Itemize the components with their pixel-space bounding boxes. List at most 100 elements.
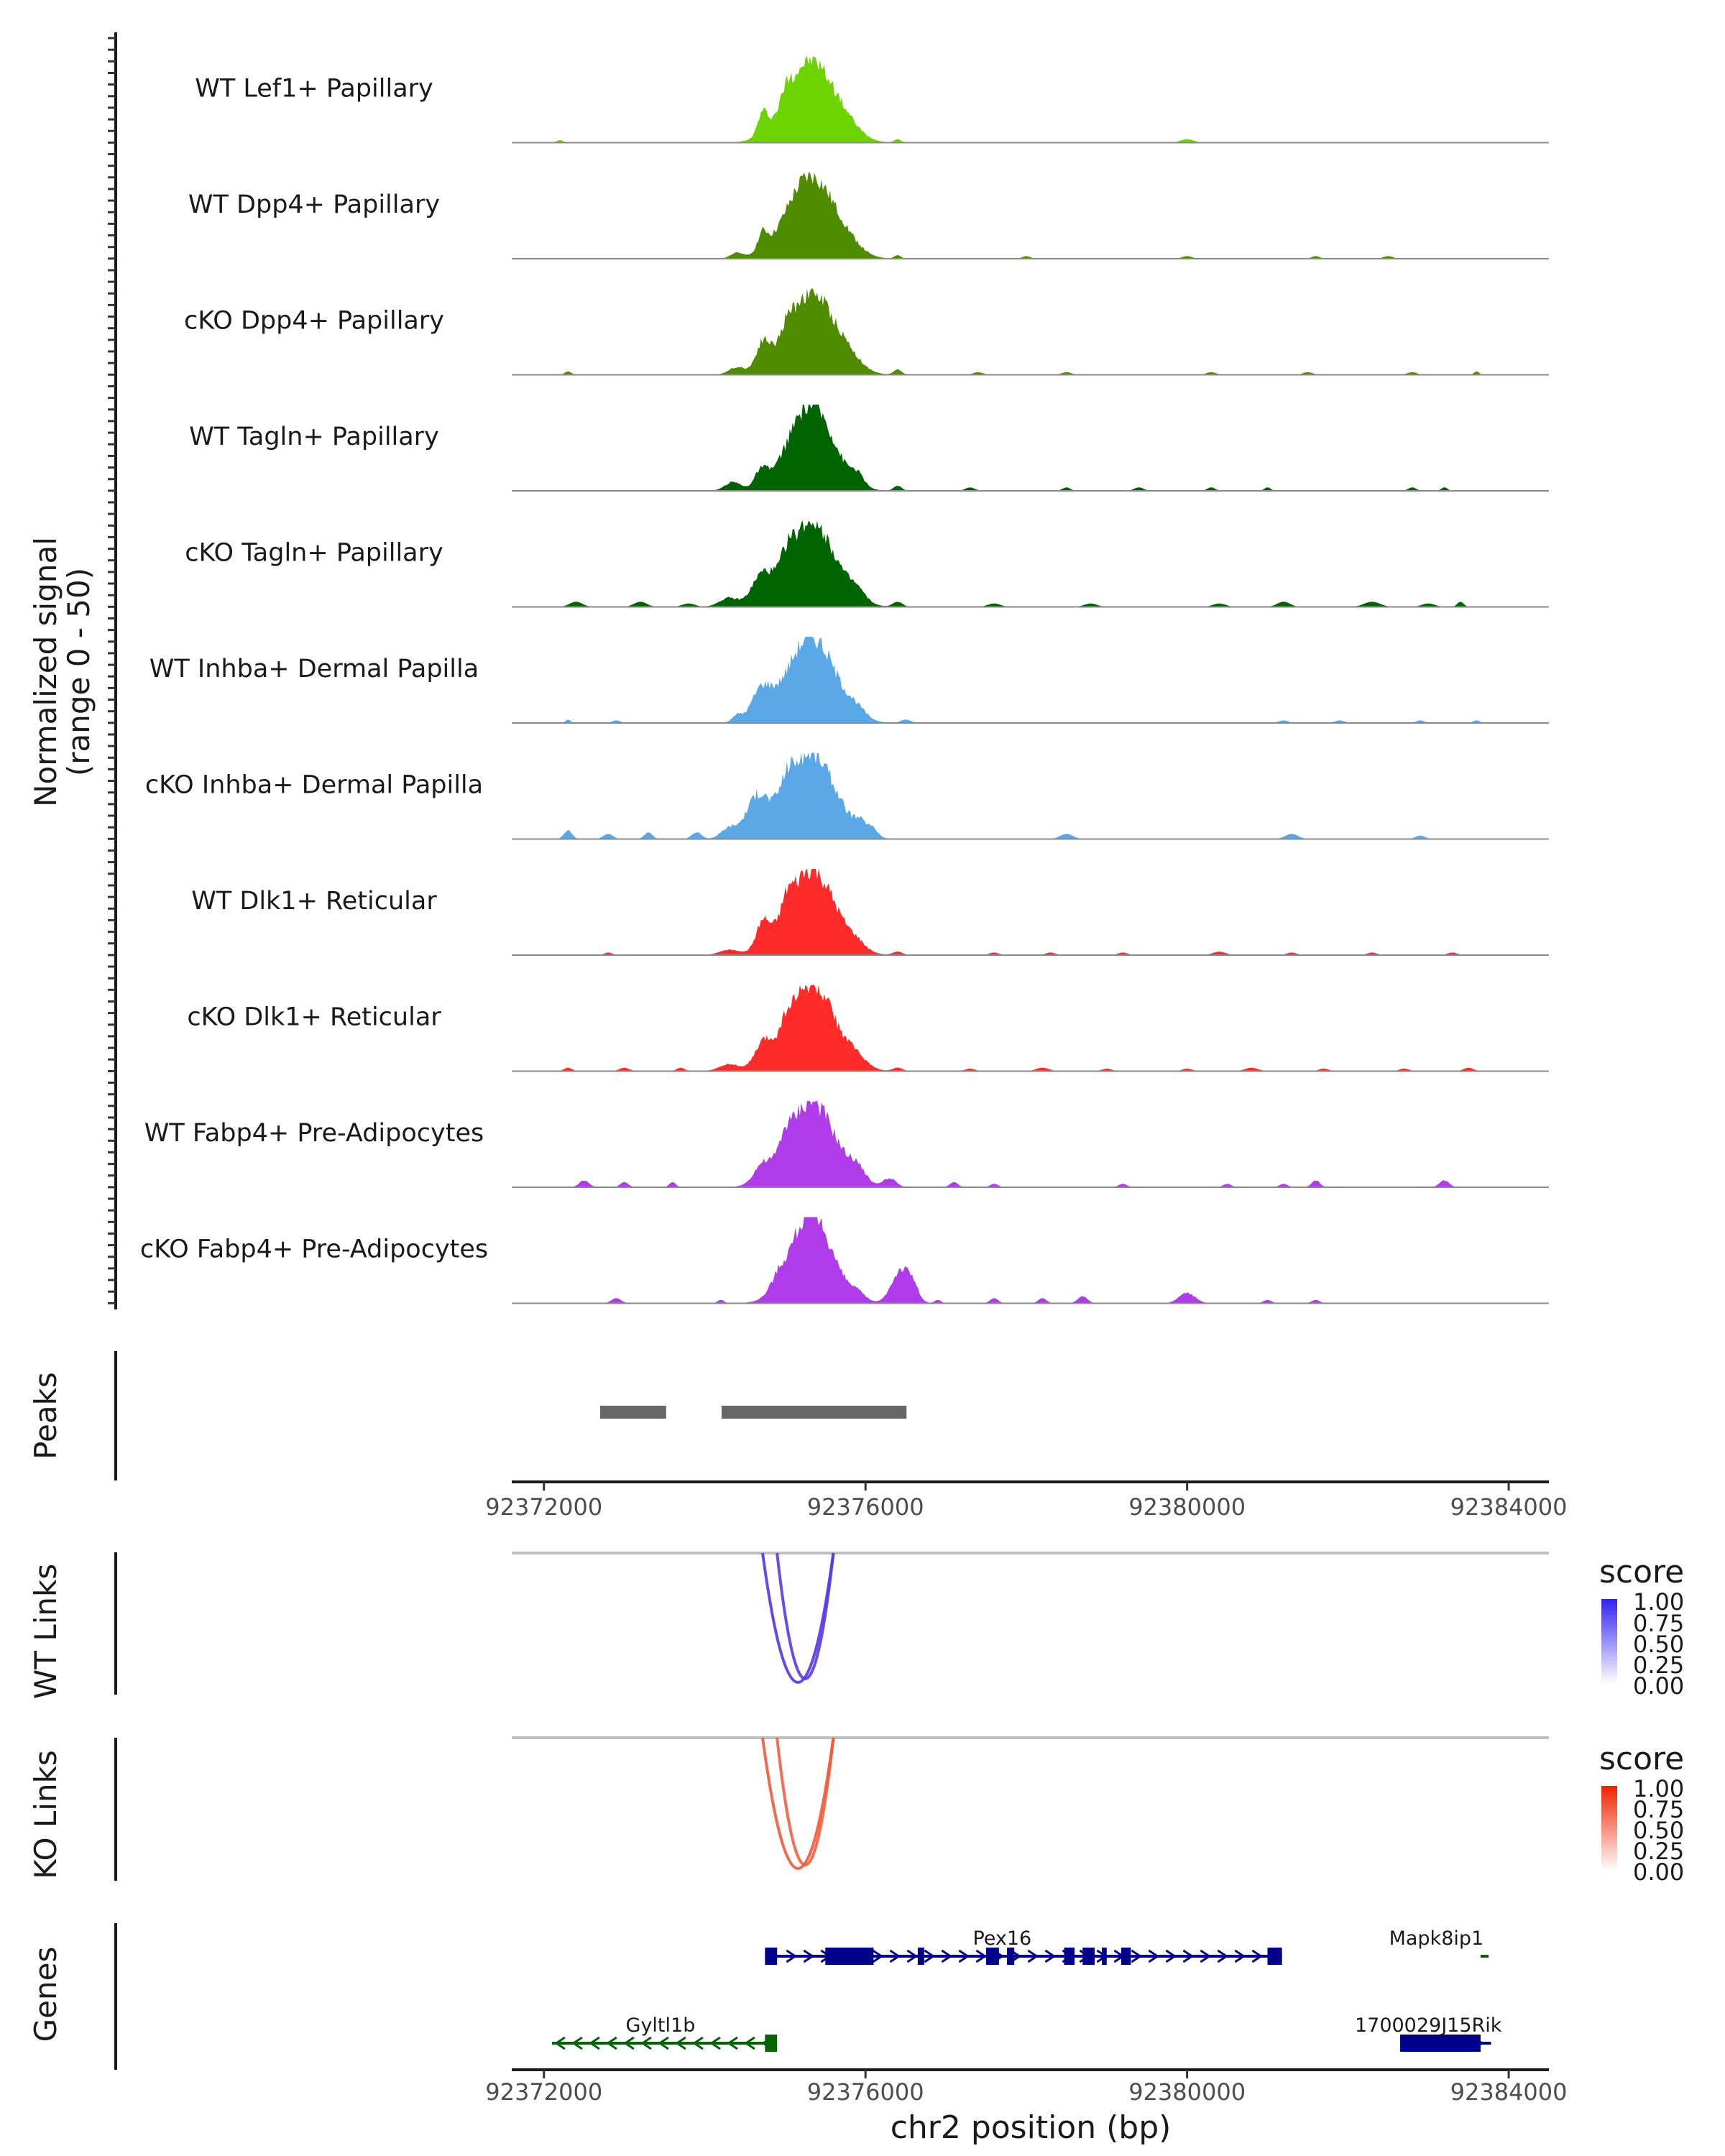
coverage-track: WT Dpp4+ Papillary bbox=[188, 172, 1549, 259]
wt-legend-tick: 0.25 bbox=[1633, 1651, 1684, 1679]
ko-links-panel: KO Links score 1.00 0.75 0.50 0.25 0.00 bbox=[28, 1736, 1684, 1886]
coverage-track-label: cKO Dpp4+ Papillary bbox=[184, 307, 444, 336]
coverage-track: cKO Tagln+ Papillary bbox=[185, 520, 1549, 608]
ko-legend-tick: 0.25 bbox=[1633, 1838, 1684, 1865]
coverage-area bbox=[512, 405, 1549, 491]
coverage-track-label: WT Dlk1+ Reticular bbox=[191, 887, 437, 916]
strand-arrow bbox=[803, 1949, 815, 1963]
link-arc bbox=[776, 1737, 835, 1866]
coverage-ylabel: Normalized signal (range 0 - 50) bbox=[28, 537, 96, 807]
coverage-track-label: cKO Inhba+ Dermal Papilla bbox=[145, 771, 483, 800]
strand-arrow bbox=[941, 1949, 953, 1963]
gene-name-label: 1700029J15Rik bbox=[1355, 2014, 1502, 2037]
gene-exon bbox=[857, 1948, 874, 1965]
x-axis-bottom: 92372000 92376000 92380000 92384000 chr2… bbox=[485, 2068, 1568, 2146]
coverage-area bbox=[512, 520, 1549, 607]
strand-arrow bbox=[589, 2036, 600, 2050]
strand-arrow bbox=[906, 1949, 919, 1963]
gene-exon bbox=[985, 1948, 999, 1965]
genes-label: Genes bbox=[28, 1947, 63, 2042]
strand-arrow bbox=[872, 1949, 884, 1963]
gene-model: 1700029J15Rik bbox=[1355, 2014, 1502, 2052]
coverage-track-label: WT Inhba+ Dermal Papilla bbox=[150, 655, 479, 683]
strand-arrow bbox=[727, 2036, 738, 2050]
coverage-area bbox=[512, 985, 1549, 1072]
coverage-area bbox=[512, 637, 1549, 723]
coverage-track-label: WT Lef1+ Papillary bbox=[195, 75, 433, 103]
x-tick-label-2: 92376000 bbox=[807, 1493, 924, 1521]
strand-arrow bbox=[692, 2036, 704, 2050]
ko-links-label: KO Links bbox=[28, 1750, 63, 1879]
peak-bar bbox=[600, 1406, 666, 1419]
strand-arrow bbox=[623, 2036, 635, 2050]
peaks-label: Peaks bbox=[28, 1372, 63, 1460]
gene-exon bbox=[1082, 1948, 1095, 1965]
coverage-track-label: cKO Dlk1+ Reticular bbox=[187, 1003, 441, 1032]
strand-arrow bbox=[658, 2036, 669, 2050]
strand-arrow bbox=[1182, 1949, 1195, 1963]
gene-exon bbox=[1400, 2035, 1481, 2052]
x-tick-label-4: 92384000 bbox=[1450, 2078, 1568, 2106]
coverage-track: WT Inhba+ Dermal Papilla bbox=[150, 637, 1549, 724]
ko-legend-title: score bbox=[1599, 1741, 1684, 1777]
strand-arrow bbox=[1165, 1949, 1177, 1963]
wt-links-label: WT Links bbox=[28, 1564, 63, 1699]
x-tick-label-1: 92372000 bbox=[485, 1493, 602, 1521]
strand-arrow bbox=[1131, 1949, 1143, 1963]
strand-arrow bbox=[958, 1949, 970, 1963]
peaks-bars bbox=[600, 1406, 907, 1419]
strand-arrow bbox=[1027, 1949, 1039, 1963]
gene-model: Mapk8ip1 bbox=[1389, 1927, 1489, 1958]
strand-arrow bbox=[1200, 1949, 1212, 1963]
x-axis-top: 92372000 92376000 92380000 92384000 bbox=[485, 1480, 1568, 1521]
coverage-track: WT Tagln+ Papillary bbox=[189, 405, 1549, 492]
coverage-track-label: WT Dpp4+ Papillary bbox=[188, 190, 440, 219]
strand-arrow bbox=[606, 2036, 617, 2050]
wt-legend-tick: 0.75 bbox=[1633, 1610, 1684, 1637]
coverage-area bbox=[512, 288, 1549, 375]
ko-legend-tick: 1.00 bbox=[1633, 1775, 1684, 1802]
x-tick-label-1: 92372000 bbox=[485, 2078, 602, 2106]
wt-legend-title: score bbox=[1599, 1554, 1684, 1590]
strand-arrow bbox=[924, 1949, 936, 1963]
strand-arrow bbox=[1251, 1949, 1264, 1963]
gene-exon bbox=[765, 1948, 778, 1965]
coverage-ylabel-line1: Normalized signal bbox=[28, 537, 63, 807]
peak-bar bbox=[721, 1406, 907, 1419]
coverage-track-label: WT Fabp4+ Pre-Adipocytes bbox=[144, 1119, 484, 1148]
strand-arrow bbox=[1217, 1949, 1229, 1963]
gene-exon bbox=[1267, 1948, 1282, 1965]
coverage-area bbox=[512, 1101, 1549, 1187]
gene-model: Pex16 bbox=[765, 1927, 1282, 1965]
coverage-track: WT Dlk1+ Reticular bbox=[191, 869, 1549, 956]
ko-legend-ticks: 1.00 0.75 0.50 0.25 0.00 bbox=[1633, 1775, 1684, 1886]
strand-arrow bbox=[1148, 1949, 1160, 1963]
gene-name-label: Gyltl1b bbox=[626, 2014, 696, 2037]
strand-arrow bbox=[554, 2036, 566, 2050]
coverage-track: cKO Dpp4+ Papillary bbox=[184, 288, 1549, 376]
coverage-tracks: WT Lef1+ Papillary WT Dpp4+ Papillary cKO … bbox=[140, 56, 1549, 1304]
coverage-track-label: cKO Tagln+ Papillary bbox=[185, 539, 443, 568]
coverage-track-label: cKO Fabp4+ Pre-Adipocytes bbox=[140, 1235, 488, 1264]
coverage-area bbox=[512, 56, 1549, 143]
wt-legend-ticks: 1.00 0.75 0.50 0.25 0.00 bbox=[1633, 1588, 1684, 1700]
wt-links-panel: WT Links score 1.00 0.75 0.50 0.25 0.00 bbox=[28, 1552, 1684, 1700]
ko-legend-tick: 0.75 bbox=[1633, 1796, 1684, 1823]
x-tick-label-3: 92380000 bbox=[1128, 2078, 1246, 2106]
strand-arrow bbox=[1044, 1949, 1057, 1963]
gene-exon bbox=[917, 1948, 924, 1965]
gene-exon bbox=[825, 1948, 857, 1965]
ko-legend-tick: 0.50 bbox=[1633, 1817, 1684, 1844]
ko-legend-tick: 0.00 bbox=[1633, 1858, 1684, 1886]
strand-arrow bbox=[975, 1949, 988, 1963]
coverage-track: cKO Fabp4+ Pre-Adipocytes bbox=[140, 1217, 1549, 1304]
link-arc bbox=[776, 1552, 835, 1680]
wt-legend-colorbar bbox=[1601, 1599, 1617, 1684]
gene-exon bbox=[1064, 1948, 1075, 1965]
gene-exon bbox=[1102, 1948, 1107, 1965]
strand-arrow bbox=[889, 1949, 901, 1963]
coverage-track: WT Lef1+ Papillary bbox=[195, 56, 1549, 144]
wt-legend-tick: 0.00 bbox=[1633, 1672, 1684, 1700]
ko-legend-colorbar bbox=[1601, 1786, 1617, 1871]
